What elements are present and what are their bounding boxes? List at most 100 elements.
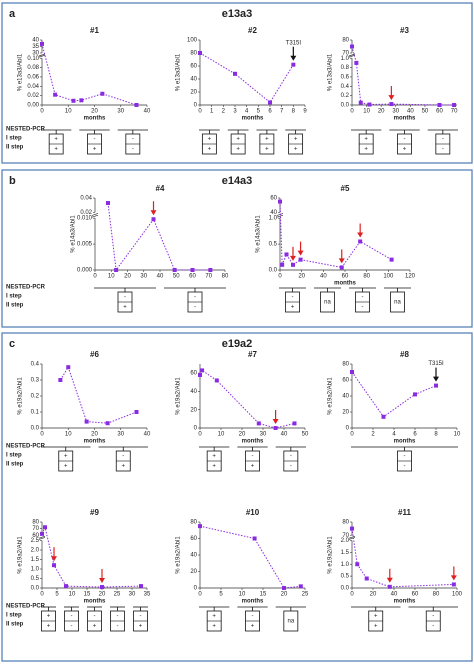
data-point	[114, 268, 119, 272]
series-line	[199, 52, 294, 104]
x-tick-label: 20	[298, 274, 305, 280]
pcr-result: -	[432, 614, 434, 620]
data-point	[358, 239, 363, 244]
arrow	[450, 566, 457, 581]
y-axis-label: % e19a2/Abl1	[328, 536, 334, 574]
x-tick-label: 0	[40, 109, 44, 115]
pcr-result: -	[194, 305, 196, 311]
pcr-result: -	[442, 137, 444, 143]
x-tick-label: 30	[260, 432, 267, 438]
x-tick-label: 80	[363, 274, 370, 280]
y-tick-label: 0.010	[77, 216, 93, 222]
x-tick-label: 100	[383, 274, 394, 280]
y-tick-label: 40	[270, 210, 277, 216]
pcr-box	[390, 291, 405, 313]
y-tick-label: 0.2	[31, 394, 40, 400]
x-tick-label: 20	[378, 109, 385, 115]
arrow	[338, 249, 345, 264]
y-tick-label: 35	[32, 44, 39, 50]
data-point	[292, 421, 297, 426]
series-line	[351, 46, 455, 106]
chart-title: #5	[341, 184, 350, 193]
chart-title: #3	[400, 26, 409, 35]
y-tick-label: 70	[342, 533, 349, 539]
y-tick-label: 0.4	[31, 362, 40, 368]
panel-label: a	[9, 8, 16, 20]
pcr-result: -	[442, 147, 444, 153]
pcr-label: NESTED-PCR	[6, 604, 46, 610]
y-tick-label: 20	[342, 410, 349, 416]
data-point	[66, 365, 71, 370]
data-point	[40, 531, 44, 536]
y-axis-label: % e13a3/Abl1	[18, 53, 24, 91]
pcr-result: +	[364, 137, 368, 143]
axis-break	[348, 53, 356, 57]
x-tick-label: 15	[84, 592, 91, 598]
pcr-result: +	[294, 147, 298, 153]
x-tick-label: 30	[392, 109, 399, 115]
axis-break	[91, 213, 99, 216]
y-tick-label: 0	[194, 586, 198, 592]
data-point	[71, 98, 76, 103]
data-point	[105, 421, 110, 426]
pcr-result: -	[404, 137, 406, 143]
data-point	[134, 410, 139, 414]
arrow-head	[357, 232, 364, 238]
data-point	[354, 60, 359, 65]
y-tick-label: 0.4	[341, 84, 350, 90]
x-tick-label: 40	[157, 274, 164, 280]
x-tick-label: 0	[278, 274, 282, 280]
panel-title: e14a3	[222, 175, 253, 187]
x-tick-label: 8	[292, 109, 296, 115]
pcr-result: +	[251, 624, 255, 630]
y-axis-label: % e14a3/Abl1	[71, 215, 77, 253]
pcr-result: -	[71, 614, 73, 620]
data-point	[43, 525, 47, 530]
data-point	[233, 71, 237, 76]
pcr-result: +	[208, 147, 212, 153]
pcr-result: -	[132, 137, 134, 143]
x-tick-label: 50	[173, 274, 180, 280]
y-tick-label: 1.0	[269, 216, 278, 222]
panel-label: c	[9, 338, 15, 350]
pcr-result: -	[140, 614, 142, 620]
y-tick-label: 20	[190, 90, 197, 96]
y-tick-label: 1.5	[341, 550, 350, 556]
chart-title: #10	[246, 508, 260, 517]
y-tick-label: 0.0	[341, 586, 350, 592]
x-tick-label: 70	[205, 274, 212, 280]
x-tick-label: 0	[198, 109, 202, 115]
x-tick-label: 8	[434, 432, 438, 438]
y-tick-label: 60	[190, 64, 197, 70]
data-point	[268, 100, 272, 105]
x-axis-label: months	[242, 116, 264, 122]
pcr-result: -	[117, 624, 119, 630]
pcr-result: +	[139, 624, 143, 630]
arrow-head	[290, 255, 296, 261]
x-tick-label: 10	[69, 592, 76, 598]
pcr-result: -	[362, 295, 364, 301]
series-line	[351, 371, 437, 418]
x-tick-label: 10	[239, 592, 246, 598]
y-tick-label: 0.0	[341, 103, 350, 109]
data-point	[58, 378, 63, 382]
pcr-label: I step	[6, 453, 22, 459]
y-axis-label: % e19a2/Abl1	[18, 536, 24, 574]
x-tick-label: 5	[55, 592, 59, 598]
x-tick-label: 30	[117, 432, 124, 438]
axis-break	[276, 214, 284, 218]
pcr-result: -	[194, 295, 196, 301]
axis-break	[348, 537, 356, 540]
pcr-result: +	[47, 614, 51, 620]
y-tick-label: 70	[342, 51, 349, 57]
x-tick-label: 10	[65, 109, 72, 115]
data-point	[339, 265, 344, 270]
x-tick-label: 4	[392, 432, 396, 438]
x-tick-label: 20	[370, 592, 377, 598]
data-point	[367, 102, 372, 107]
data-point	[284, 252, 289, 257]
data-point	[298, 584, 303, 589]
x-tick-label: 0	[350, 432, 354, 438]
data-point	[298, 257, 303, 262]
pcr-box	[320, 291, 335, 313]
